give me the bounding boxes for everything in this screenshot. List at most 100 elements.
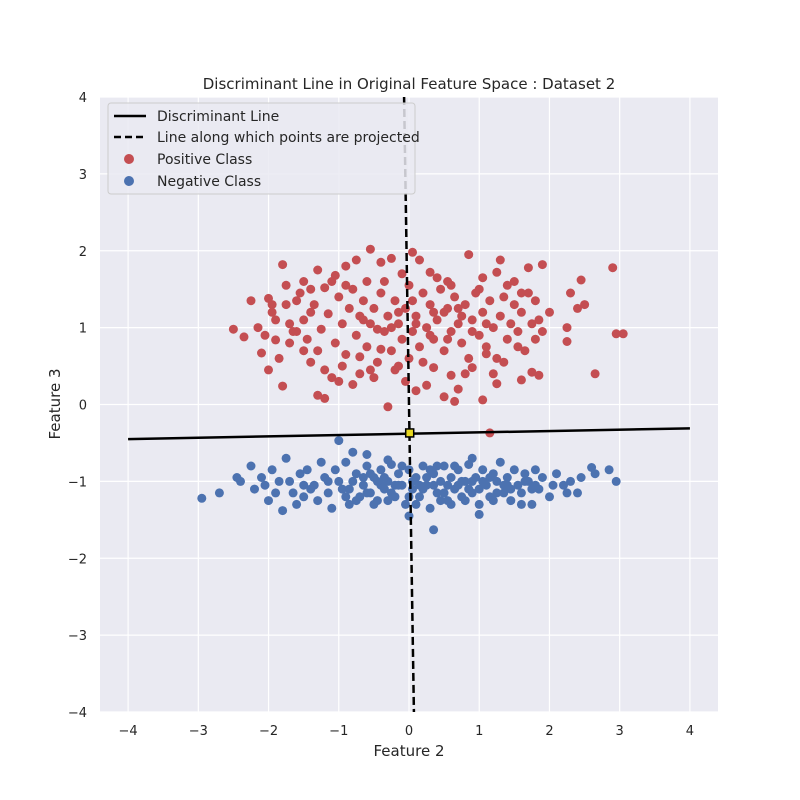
positive-class-point: [530, 334, 540, 344]
positive-class-point: [341, 261, 351, 271]
positive-class-point: [580, 300, 590, 310]
positive-class-point: [295, 288, 305, 298]
x-tick-labels: −4 −3 −2 −1 0 1 2 3 4: [119, 724, 695, 739]
positive-class-point: [411, 386, 421, 396]
x-tick-label: −2: [259, 724, 278, 739]
positive-class-point: [306, 357, 316, 367]
positive-class-point: [376, 288, 386, 298]
y-tick-label: −4: [68, 706, 87, 721]
negative-class-point: [404, 511, 414, 521]
positive-class-point: [334, 292, 344, 302]
positive-class-point: [432, 315, 442, 325]
positive-class-point: [481, 342, 491, 352]
negative-class-point: [520, 469, 530, 479]
positive-class-point: [516, 307, 526, 317]
positive-class-point: [516, 375, 526, 385]
negative-class-point: [362, 461, 372, 471]
negative-class-point: [394, 480, 403, 490]
positive-class-point: [562, 323, 572, 333]
negative-class-point: [418, 461, 428, 471]
positive-class-point: [253, 323, 263, 333]
negative-class-point: [450, 461, 460, 471]
positive-class-point: [362, 277, 372, 286]
negative-class-point: [334, 436, 344, 446]
positive-class-point: [379, 277, 389, 286]
positive-class-point: [285, 338, 295, 348]
positive-class-point: [446, 280, 456, 290]
negative-class-point: [604, 465, 614, 475]
negative-class-point: [520, 476, 530, 486]
positive-class-point: [523, 288, 533, 298]
negative-class-point: [341, 457, 351, 467]
negative-class-point: [499, 480, 509, 490]
positive-class-point: [257, 348, 266, 358]
negative-class-point: [478, 465, 488, 475]
negative-class-point: [358, 473, 368, 482]
negative-class-point: [358, 480, 368, 490]
positive-class-point: [422, 323, 432, 333]
positive-class-point: [506, 319, 516, 329]
legend-label-negative-class: Negative Class: [157, 174, 261, 190]
positive-class-point: [618, 329, 628, 339]
negative-class-point: [559, 480, 568, 490]
positive-class-point: [478, 395, 488, 405]
negative-class-point: [344, 484, 354, 494]
negative-class-point: [376, 465, 386, 475]
positive-class-point: [509, 277, 519, 286]
negative-class-point: [415, 480, 424, 490]
positive-class-point: [341, 280, 351, 290]
negative-class-point: [590, 469, 600, 479]
negative-class-point: [348, 447, 358, 457]
positive-class-point: [365, 365, 375, 375]
positive-class-point: [351, 330, 361, 340]
positive-class-point: [492, 267, 502, 277]
negative-class-point: [334, 476, 344, 486]
negative-class-point: [436, 476, 446, 486]
positive-class-point: [415, 342, 424, 352]
negative-class-point: [351, 469, 361, 479]
positive-class-point: [327, 277, 337, 286]
y-tick-label: 4: [79, 91, 87, 106]
positive-class-point: [481, 349, 491, 359]
positive-class-point: [386, 323, 396, 333]
negative-class-point: [545, 492, 554, 502]
positive-class-point: [292, 327, 302, 336]
positive-class-point: [278, 260, 288, 270]
positive-class-point: [278, 381, 288, 391]
negative-class-point: [281, 453, 291, 463]
positive-class-point: [404, 353, 414, 363]
positive-class-point: [299, 346, 309, 356]
negative-class-point: [278, 506, 288, 516]
negative-class-point: [527, 484, 537, 494]
positive-class-point: [566, 288, 575, 298]
negative-class-point: [394, 469, 403, 479]
negative-class-point: [611, 476, 621, 486]
positive-class-point: [344, 303, 354, 313]
legend-label-discriminant-line: Discriminant Line: [157, 109, 279, 125]
negative-class-point: [257, 473, 266, 482]
x-axis-label: Feature 2: [374, 742, 445, 760]
negative-class-point: [288, 488, 298, 498]
positive-class-point: [397, 269, 407, 279]
positive-class-point: [394, 307, 403, 317]
chart-title: Discriminant Line in Original Feature Sp…: [203, 75, 616, 93]
positive-class-point: [394, 319, 403, 329]
positive-class-point: [429, 307, 439, 317]
positive-class-point: [306, 284, 316, 294]
positive-class-point: [267, 300, 277, 310]
positive-class-point: [573, 303, 582, 313]
negative-class-point: [250, 484, 259, 494]
negative-class-point: [527, 499, 537, 509]
y-tick-label: 2: [79, 245, 87, 260]
positive-class-point: [457, 338, 467, 348]
negative-class-point: [552, 469, 561, 479]
y-tick-label: −3: [68, 629, 87, 644]
negative-class-point: [383, 455, 393, 465]
positive-class-point: [422, 380, 432, 390]
negative-class-point: [576, 473, 586, 482]
negative-class-point: [446, 499, 456, 509]
positive-class-point: [516, 288, 526, 298]
positive-class-point: [267, 307, 277, 317]
x-tick-label: 1: [475, 724, 483, 739]
positive-class-point: [436, 284, 446, 294]
